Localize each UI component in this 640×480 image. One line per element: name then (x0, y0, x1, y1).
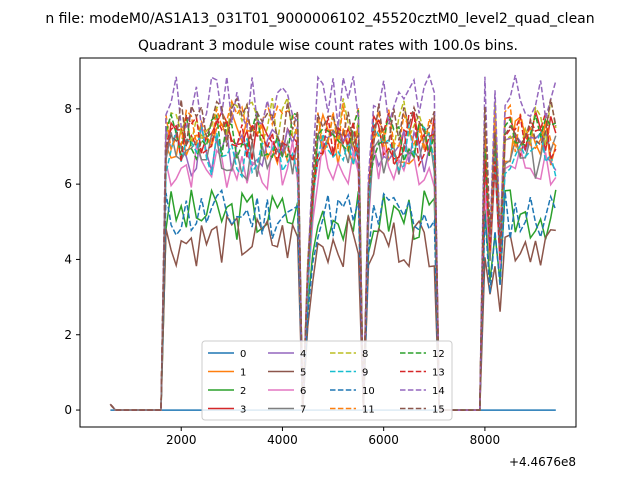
x-tick-label: 6000 (368, 433, 399, 447)
legend-label-5: 5 (300, 368, 306, 379)
legend-label-2: 2 (240, 386, 246, 397)
legend-label-15: 15 (432, 405, 445, 416)
y-axis: 0 2 4 6 8 (64, 102, 80, 417)
legend-label-0: 0 (240, 349, 246, 360)
y-tick-label: 6 (64, 177, 72, 191)
x-tick-label: 2000 (166, 433, 197, 447)
legend-label-11: 11 (362, 405, 375, 416)
series-line-9 (109, 121, 557, 411)
legend-label-4: 4 (300, 349, 306, 360)
x-axis: 2000 4000 6000 8000 (166, 427, 500, 447)
legend-label-13: 13 (432, 368, 445, 379)
legend-label-7: 7 (300, 405, 306, 416)
series-line-15 (109, 96, 557, 411)
plot-frame (79, 57, 577, 428)
legend-label-8: 8 (362, 349, 368, 360)
legend-label-14: 14 (432, 386, 445, 397)
series-line-11 (109, 98, 557, 411)
legend-label-12: 12 (432, 349, 445, 360)
legend-label-9: 9 (362, 368, 368, 379)
y-tick-label: 0 (64, 403, 72, 417)
series-layer (109, 73, 557, 411)
figure-suptitle: n file: modeM0/AS1A13_031T01_9000006102_… (45, 11, 594, 27)
y-tick-label: 2 (64, 328, 72, 342)
legend-label-1: 1 (240, 368, 246, 379)
legend-frame (201, 340, 453, 421)
y-tick-label: 4 (64, 252, 72, 266)
x-tick-label: 8000 (470, 433, 501, 447)
legend-label-6: 6 (300, 386, 306, 397)
x-tick-label: 4000 (267, 433, 298, 447)
legend-label-10: 10 (362, 386, 375, 397)
legend-label-3: 3 (240, 405, 246, 416)
x-axis-offset-label: +4.4676e8 (509, 455, 576, 469)
plot-title: Quadrant 3 module wise count rates with … (138, 38, 518, 54)
y-tick-label: 8 (64, 102, 72, 116)
